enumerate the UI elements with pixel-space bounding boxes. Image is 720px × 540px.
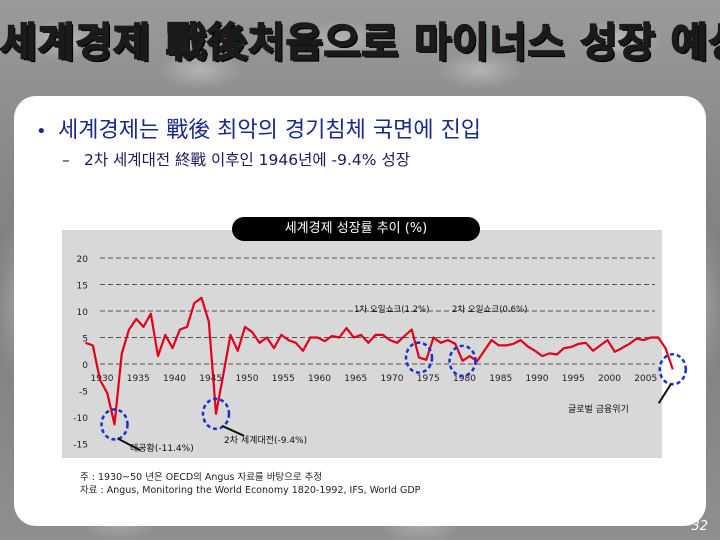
y-tick-label: -5: [79, 388, 88, 398]
financial-crisis-circle: [658, 353, 687, 386]
dash-icon: –: [62, 151, 70, 169]
oil-shock-1-label: 1차 오일쇼크(1.2%): [354, 305, 429, 315]
x-tick-label: 1940: [163, 374, 186, 384]
x-tick-label: 1935: [127, 374, 150, 384]
y-tick-label: 15: [77, 282, 88, 292]
depression-label: 대공황(-11.4%): [130, 443, 194, 454]
y-tick-label: 5: [82, 335, 88, 345]
y-tick-label: -10: [73, 414, 88, 424]
slide-title: 세계경제 戰後처음으로 마이너스 성장 예상: [0, 19, 720, 67]
x-tick-label: 1945: [199, 374, 222, 384]
bullet-sub: –2차 세계대전 終戰 이후인 1946년에 -9.4% 성장: [62, 148, 410, 170]
note-line-2: 자료 : Angus, Monitoring the World Economy…: [80, 485, 421, 496]
x-tick-label: 1950: [236, 374, 259, 384]
wwii-arrow: [221, 424, 245, 437]
chart-notes: 주 : 1930~50 년은 OECD의 Angus 자료를 바탕으로 추정 자…: [80, 471, 420, 497]
y-tick-label: 10: [77, 308, 89, 318]
wwii-label: 2차 세계대전(-9.4%): [224, 434, 307, 446]
oil-shock-2-circle: [448, 344, 477, 378]
x-tick-label: 1985: [489, 374, 512, 384]
x-tick-label: 1965: [344, 374, 367, 384]
bullet-main-text: 세계경제는 戰後 최악의 경기침체 국면에 진입: [58, 118, 482, 143]
x-tick-label: 2005: [634, 374, 657, 384]
depression-circle: [100, 408, 129, 441]
x-tick-label: 1955: [272, 374, 295, 384]
series-line: [85, 296, 674, 426]
bullet-sub-text: 2차 세계대전 終戰 이후인 1946년에 -9.4% 성장: [84, 151, 410, 169]
x-tick-label: 1970: [381, 374, 404, 384]
financial-crisis-label: 글로벌 금융위기: [568, 404, 629, 415]
x-tick-label: 1975: [417, 374, 440, 384]
bullet-dot-icon: •: [36, 121, 47, 142]
depression-arrow: [117, 437, 141, 452]
x-tick-label: 1990: [526, 374, 549, 384]
x-tick-label: 1980: [453, 374, 476, 384]
x-tick-label: 2000: [598, 374, 621, 384]
financial-crisis-arrow: [657, 383, 672, 404]
page-number: 32: [691, 519, 708, 534]
chart-title: 세계경제 성장률 추이 (%): [232, 217, 480, 241]
x-tick-label: 1930: [91, 374, 114, 384]
note-line-1: 주 : 1930~50 년은 OECD의 Angus 자료를 바탕으로 추정: [80, 472, 323, 483]
oil-shock-2-label: 2차 오일쇼크(0.6%): [452, 305, 527, 315]
oil-shock-1-circle: [404, 341, 434, 374]
y-tick-label: 0: [82, 361, 88, 371]
bullet-main: • 세계경제는 戰後 최악의 경기침체 국면에 진입: [36, 112, 481, 144]
wwii-circle: [201, 397, 231, 431]
y-tick-label: -15: [73, 441, 88, 451]
x-tick-label: 1960: [308, 374, 331, 384]
y-tick-label: 20: [77, 255, 89, 265]
x-tick-label: 1995: [562, 374, 585, 384]
